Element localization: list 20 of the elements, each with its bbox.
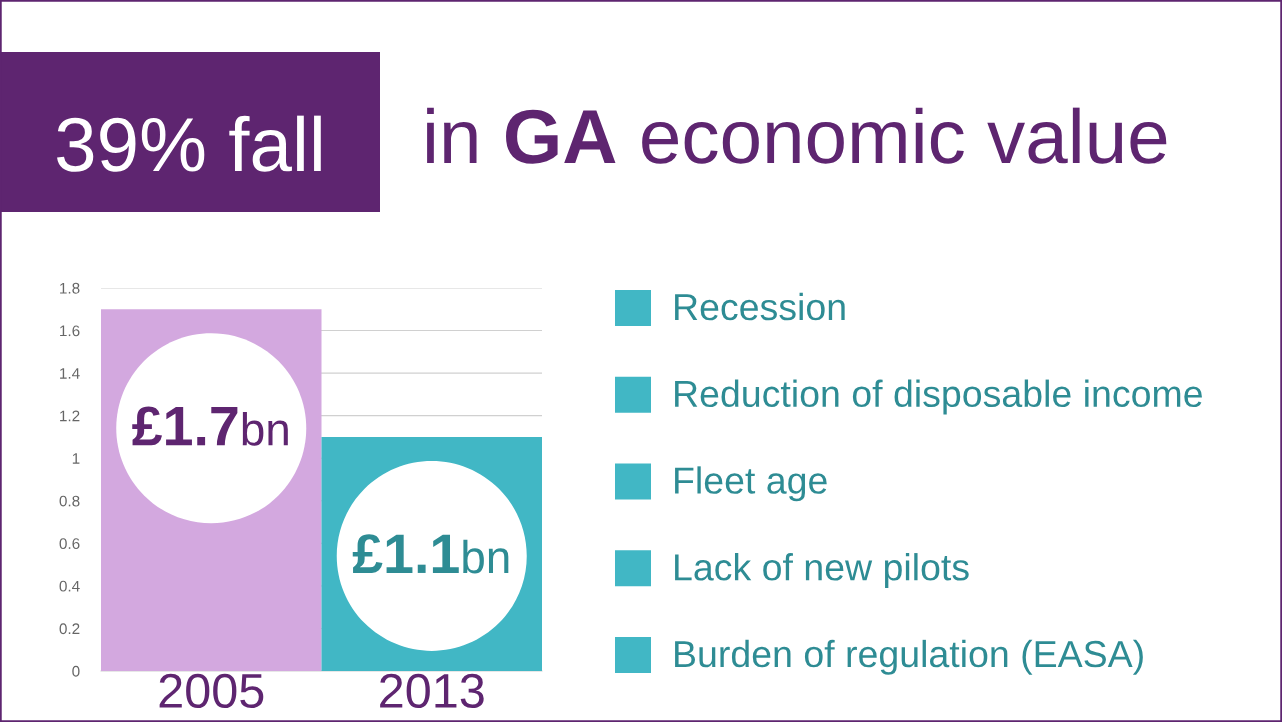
y-tick-label: 1.6 [60,325,80,337]
data-label: £1.7bn [132,406,288,446]
y-tick-label: 1 [72,453,80,464]
y-tick-label: 1.2 [60,410,80,422]
y-tick-label: 1.8 [60,282,80,294]
text: Recession [675,292,845,321]
y-tick-label: 0.2 [59,623,80,635]
chart-title: 39% fall in GA economic value [57,107,1167,172]
text: Fleet age [675,466,827,502]
x-tick-label: 2005 [159,673,264,709]
text: Reduction of disposable income [675,379,1202,415]
y-tick-label: 0.6 [59,538,80,550]
x-tick-label: 2013 [380,673,484,709]
y-tick-label: 0.4 [59,580,80,592]
text: Burden of regulation (EASA) [675,639,1143,675]
y-tick-label: 0.8 [59,495,80,507]
y-tick-label: 0 [72,665,80,677]
data-label: £1.1bn [352,534,509,574]
y-tick-label: 1.4 [60,368,80,379]
text: Lack of new pilots [675,553,969,589]
